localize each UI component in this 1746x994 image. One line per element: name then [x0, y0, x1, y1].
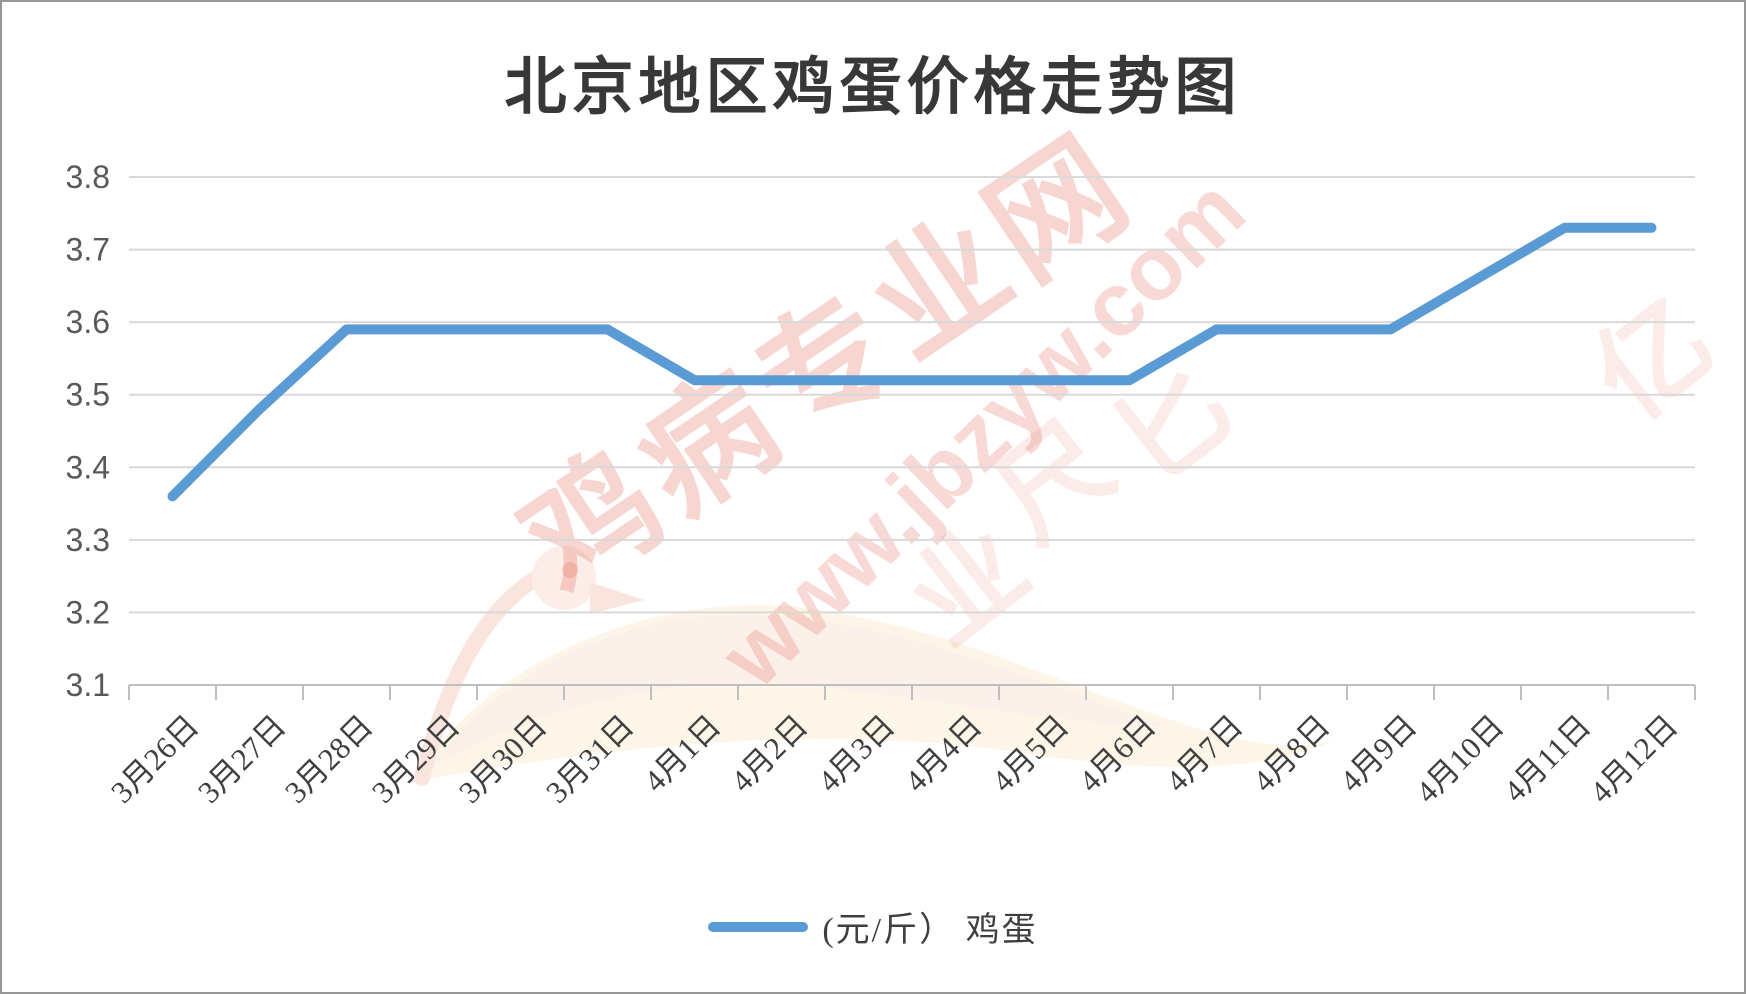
x-axis-tick-label: 3月31日	[539, 708, 640, 809]
x-axis-tick-label: 4月6日	[1072, 708, 1163, 799]
y-axis-tick-label: 3.1	[66, 667, 110, 703]
x-axis-tick-label: 3月29日	[365, 708, 466, 809]
legend-series-label: (元/斤） 鸡蛋	[822, 912, 1038, 949]
x-axis-tick-label: 4月3日	[811, 708, 902, 799]
x-axis-tick-label: 3月28日	[278, 708, 379, 809]
y-axis-tick-label: 3.5	[66, 377, 110, 413]
chart-title: 北京地区鸡蛋价格走势图	[504, 54, 1242, 122]
y-axis-tick-label: 3.6	[66, 304, 110, 340]
x-axis-tick-label: 4月11日	[1497, 708, 1598, 809]
x-axis-tick-label: 4月1日	[637, 708, 728, 799]
price-series-line	[167, 222, 1657, 502]
x-axis-tick-label: 4月8日	[1246, 708, 1337, 799]
x-axis-tick-label: 4月12日	[1583, 708, 1684, 809]
x-axis-tick-label: 3月30日	[452, 708, 553, 809]
legend: (元/斤） 鸡蛋	[2, 902, 1744, 951]
legend-line-swatch	[708, 921, 809, 932]
y-axis-tick-label: 3.2	[66, 594, 110, 630]
x-axis-tick-label: 3月26日	[104, 708, 205, 809]
x-axis-tick-label: 3月27日	[191, 708, 292, 809]
x-axis-tick-label: 4月7日	[1159, 708, 1250, 799]
y-axis-tick-label: 3.3	[66, 522, 110, 558]
x-axis-tick-label: 4月4日	[898, 708, 989, 799]
y-axis-tick-label: 3.4	[66, 449, 110, 485]
y-axis-tick-label: 3.7	[66, 232, 110, 268]
x-axis-tick-label: 4月2日	[724, 708, 815, 799]
y-axis-tick-label: 3.8	[66, 159, 110, 195]
x-axis-tick-label: 4月5日	[985, 708, 1076, 799]
x-axis-tick-label: 4月10日	[1409, 708, 1510, 809]
